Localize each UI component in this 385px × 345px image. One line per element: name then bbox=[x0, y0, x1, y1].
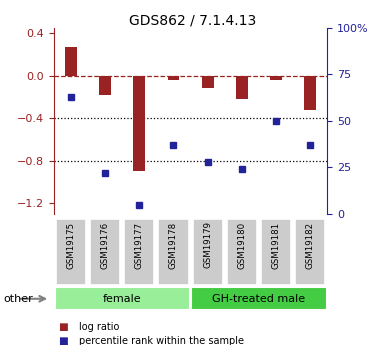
Text: GH-treated male: GH-treated male bbox=[213, 294, 305, 304]
FancyBboxPatch shape bbox=[55, 287, 190, 310]
Bar bbox=[133, 76, 145, 171]
Text: GSM19178: GSM19178 bbox=[169, 221, 178, 269]
FancyBboxPatch shape bbox=[90, 219, 120, 285]
Bar bbox=[202, 76, 214, 88]
FancyBboxPatch shape bbox=[295, 219, 325, 285]
FancyBboxPatch shape bbox=[261, 219, 291, 285]
Text: GSM19182: GSM19182 bbox=[306, 221, 315, 269]
Text: ■: ■ bbox=[58, 322, 67, 332]
Text: other: other bbox=[4, 294, 33, 304]
FancyBboxPatch shape bbox=[124, 219, 154, 285]
Bar bbox=[167, 76, 179, 80]
Text: ■: ■ bbox=[58, 336, 67, 345]
Bar bbox=[65, 47, 77, 76]
Bar bbox=[270, 76, 282, 80]
Text: GSM19175: GSM19175 bbox=[67, 221, 75, 269]
FancyBboxPatch shape bbox=[192, 219, 223, 285]
Text: GDS862 / 7.1.4.13: GDS862 / 7.1.4.13 bbox=[129, 14, 256, 28]
FancyBboxPatch shape bbox=[56, 219, 86, 285]
Text: GSM19176: GSM19176 bbox=[100, 221, 110, 269]
Text: GSM19180: GSM19180 bbox=[237, 221, 246, 269]
Text: GSM19177: GSM19177 bbox=[135, 221, 144, 269]
Bar bbox=[304, 76, 316, 110]
Text: female: female bbox=[103, 294, 142, 304]
Bar bbox=[99, 76, 111, 95]
FancyBboxPatch shape bbox=[159, 219, 189, 285]
Text: GSM19179: GSM19179 bbox=[203, 221, 212, 268]
Text: log ratio: log ratio bbox=[79, 322, 119, 332]
Text: GSM19181: GSM19181 bbox=[271, 221, 281, 269]
Text: percentile rank within the sample: percentile rank within the sample bbox=[79, 336, 244, 345]
Bar bbox=[236, 76, 248, 99]
FancyBboxPatch shape bbox=[191, 287, 326, 310]
FancyBboxPatch shape bbox=[227, 219, 257, 285]
